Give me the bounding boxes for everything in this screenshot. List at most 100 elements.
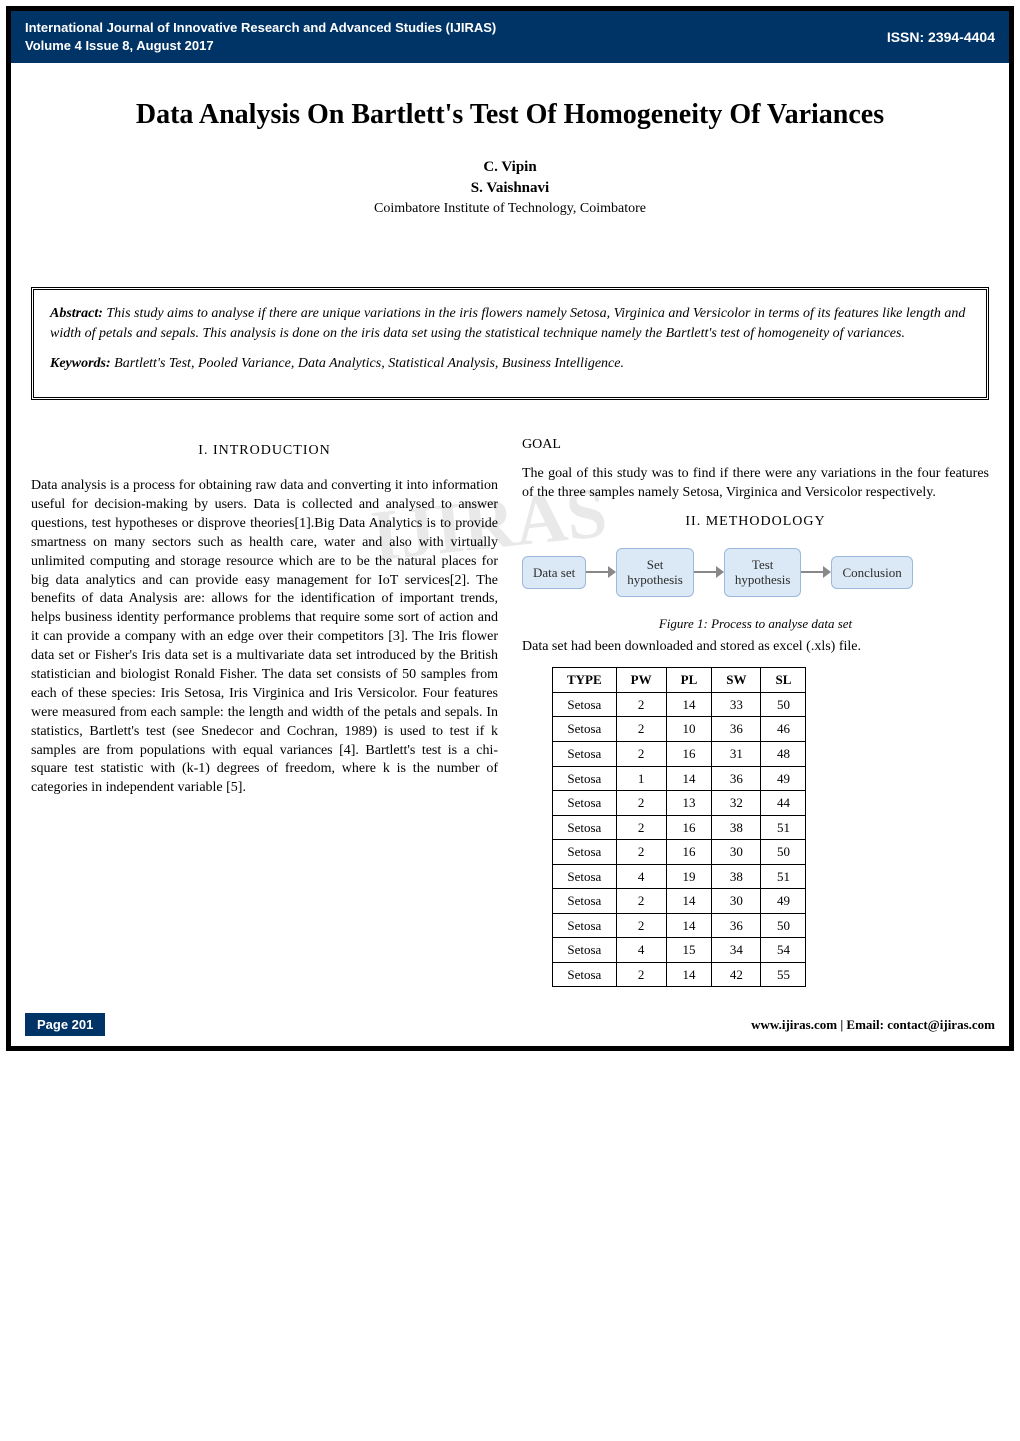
table-cell: 16: [666, 840, 712, 865]
flow-arrow-icon: [586, 562, 616, 582]
table-cell: Setosa: [553, 962, 617, 987]
keywords-label: Keywords:: [50, 356, 111, 371]
goal-heading: GOAL: [522, 436, 989, 455]
table-cell: 14: [666, 913, 712, 938]
table-cell: 36: [712, 717, 761, 742]
table-cell: 49: [761, 766, 806, 791]
table-cell: 19: [666, 864, 712, 889]
table-row: Setosa2143650: [553, 913, 806, 938]
table-row: Setosa2163148: [553, 741, 806, 766]
table-cell: 44: [761, 791, 806, 816]
table-cell: 2: [616, 741, 666, 766]
table-cell: Setosa: [553, 938, 617, 963]
table-cell: 14: [666, 962, 712, 987]
table-cell: 16: [666, 815, 712, 840]
table-row: Setosa4153454: [553, 938, 806, 963]
two-column-layout: I. INTRODUCTION Data analysis is a proce…: [11, 436, 1009, 1007]
table-cell: 49: [761, 889, 806, 914]
introduction-text: Data analysis is a process for obtaining…: [31, 477, 498, 798]
table-cell: Setosa: [553, 791, 617, 816]
table-cell: 2: [616, 962, 666, 987]
author-2: S. Vaishnavi: [11, 180, 1009, 197]
table-cell: Setosa: [553, 840, 617, 865]
table-row: Setosa2163050: [553, 840, 806, 865]
footer-bar: Page 201 www.ijiras.com | Email: contact…: [11, 1007, 1009, 1046]
goal-text: The goal of this study was to find if th…: [522, 465, 989, 503]
col-sl: SL: [761, 668, 806, 693]
table-cell: 13: [666, 791, 712, 816]
abstract-text: This study aims to analyse if there are …: [50, 306, 965, 341]
keywords-paragraph: Keywords: Bartlett's Test, Pooled Varian…: [50, 354, 970, 374]
keywords-text: Bartlett's Test, Pooled Variance, Data A…: [114, 356, 624, 371]
table-cell: Setosa: [553, 889, 617, 914]
flow-node-test-hypothesis: Test hypothesis: [724, 548, 802, 597]
section-1-heading: I. INTRODUCTION: [31, 442, 498, 461]
table-cell: 46: [761, 717, 806, 742]
table-cell: 2: [616, 840, 666, 865]
table-cell: Setosa: [553, 717, 617, 742]
flow-arrow-icon: [801, 562, 831, 582]
table-cell: 51: [761, 815, 806, 840]
table-row: Setosa2143049: [553, 889, 806, 914]
flow-node-dataset: Data set: [522, 556, 586, 590]
table-cell: Setosa: [553, 815, 617, 840]
table-cell: 15: [666, 938, 712, 963]
table-cell: Setosa: [553, 692, 617, 717]
table-cell: Setosa: [553, 741, 617, 766]
table-cell: 4: [616, 864, 666, 889]
issn-label: ISSN: 2394-4404: [887, 29, 995, 45]
col-type: TYPE: [553, 668, 617, 693]
left-column: I. INTRODUCTION Data analysis is a proce…: [31, 436, 498, 987]
table-row: Setosa2163851: [553, 815, 806, 840]
table-row: Setosa1143649: [553, 766, 806, 791]
table-cell: Setosa: [553, 766, 617, 791]
table-cell: 14: [666, 692, 712, 717]
table-cell: 16: [666, 741, 712, 766]
table-cell: 2: [616, 692, 666, 717]
table-cell: 2: [616, 815, 666, 840]
table-cell: 14: [666, 766, 712, 791]
table-cell: 2: [616, 889, 666, 914]
iris-data-table: TYPE PW PL SW SL Setosa2143350Setosa2103…: [552, 667, 806, 987]
table-header-row: TYPE PW PL SW SL: [553, 668, 806, 693]
table-cell: 2: [616, 913, 666, 938]
table-cell: 30: [712, 889, 761, 914]
table-cell: 36: [712, 913, 761, 938]
table-cell: 10: [666, 717, 712, 742]
table-cell: 50: [761, 692, 806, 717]
col-pl: PL: [666, 668, 712, 693]
figure-1-caption: Figure 1: Process to analyse data set: [522, 615, 989, 633]
affiliation: Coimbatore Institute of Technology, Coim…: [11, 201, 1009, 217]
table-row: Setosa4193851: [553, 864, 806, 889]
table-cell: 50: [761, 840, 806, 865]
table-row: Setosa2133244: [553, 791, 806, 816]
table-cell: 1: [616, 766, 666, 791]
table-cell: 2: [616, 717, 666, 742]
section-2-heading: II. METHODOLOGY: [522, 513, 989, 532]
table-cell: 14: [666, 889, 712, 914]
journal-name: International Journal of Innovative Rese…: [25, 19, 496, 37]
table-cell: 42: [712, 962, 761, 987]
table-row: Setosa2143350: [553, 692, 806, 717]
table-header: TYPE PW PL SW SL: [553, 668, 806, 693]
abstract-paragraph: Abstract: This study aims to analyse if …: [50, 304, 970, 343]
abstract-label: Abstract:: [50, 306, 103, 321]
table-cell: 38: [712, 815, 761, 840]
flow-arrow-icon: [694, 562, 724, 582]
col-sw: SW: [712, 668, 761, 693]
footer-site-text: www.ijiras.com | Email: contact@ijiras.c…: [751, 1017, 995, 1033]
page-outer-border: International Journal of Innovative Rese…: [6, 6, 1014, 1051]
table-cell: 55: [761, 962, 806, 987]
table-cell: 38: [712, 864, 761, 889]
journal-title-block: International Journal of Innovative Rese…: [25, 19, 496, 55]
table-cell: 2: [616, 791, 666, 816]
author-1: C. Vipin: [11, 159, 1009, 176]
table-cell: 54: [761, 938, 806, 963]
table-cell: Setosa: [553, 913, 617, 938]
table-cell: 48: [761, 741, 806, 766]
flow-node-set-hypothesis: Set hypothesis: [616, 548, 694, 597]
table-cell: Setosa: [553, 864, 617, 889]
table-cell: 30: [712, 840, 761, 865]
journal-header-bar: International Journal of Innovative Rese…: [11, 11, 1009, 63]
paper-title: Data Analysis On Bartlett's Test Of Homo…: [11, 63, 1009, 155]
